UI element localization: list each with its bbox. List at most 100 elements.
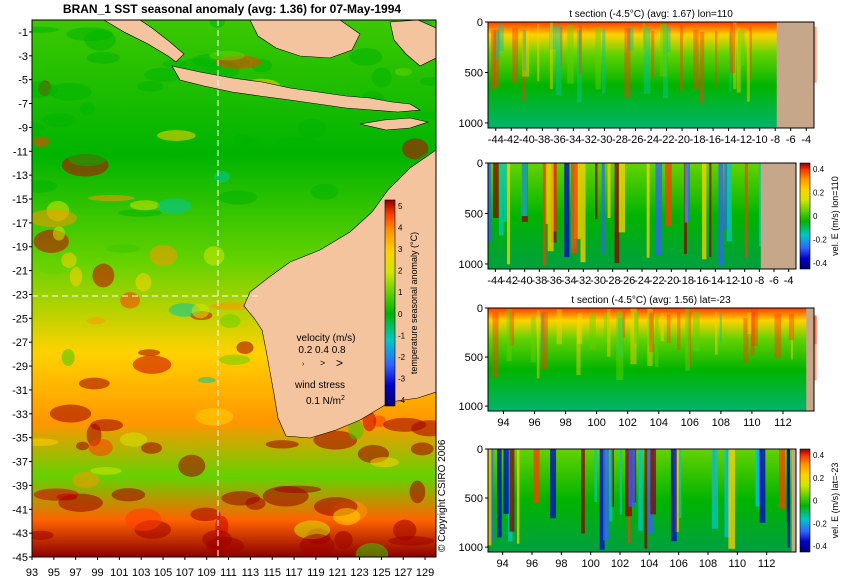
section-x-tick-label: -44 — [488, 134, 504, 146]
section-x-tick-label: -32 — [581, 134, 597, 146]
section-streak — [649, 312, 654, 353]
map-lat-tick-label: -9 — [18, 122, 28, 134]
sst-anomaly-blob — [157, 198, 192, 215]
sst-anomaly-blob — [141, 442, 163, 454]
sulawesi-landmass — [389, 20, 436, 67]
section-streak — [728, 449, 736, 549]
section-streak — [718, 163, 724, 266]
section-streak — [537, 24, 540, 82]
map-lon-tick-label: 107 — [176, 567, 194, 579]
section-colorbar-tick-label: -0.4 — [813, 542, 827, 551]
section-streak — [488, 449, 492, 546]
sst-anomaly-blob — [232, 133, 253, 147]
map-latitude-ticks: -1 -3 -5 -7 -9 -11 -13 -15 -17 -19 -21 -23 -25 -27 -29… — [12, 27, 32, 564]
sst-anomaly-blob — [120, 252, 150, 266]
sst-anomaly-blob — [61, 349, 75, 366]
map-title: BRAN_1 SST seasonal anomaly (avg: 1.36) … — [63, 2, 401, 16]
map-lat-tick-label: -5 — [18, 75, 28, 87]
section-streak — [627, 27, 634, 51]
sst-anomaly-blob — [206, 536, 244, 555]
section-streak — [622, 311, 626, 338]
sst-anomaly-blob — [411, 420, 436, 437]
map-lat-tick-label: -1 — [18, 27, 28, 39]
map-lon-tick-label: 99 — [91, 567, 103, 579]
section-streak — [541, 312, 548, 369]
section-streak — [688, 311, 692, 367]
section-streak — [650, 449, 657, 515]
sst-anomaly-blob — [135, 273, 152, 292]
section-x-tick-label: 112 — [774, 417, 792, 429]
section-colorbar-tick-label: 0.2 — [813, 189, 825, 198]
section-streak — [567, 24, 574, 84]
section-streak — [512, 27, 519, 83]
map-lat-tick-label: -39 — [12, 480, 28, 492]
timor-landmass — [359, 117, 430, 131]
sst-anomaly-blob — [125, 508, 162, 531]
sst-anomaly-blob — [129, 200, 160, 211]
section-x-tick-label: -28 — [605, 275, 621, 287]
section-streak — [660, 312, 664, 342]
section-streak — [774, 313, 782, 358]
sst-anomaly-blob — [79, 101, 95, 116]
section-streak — [711, 449, 719, 529]
section-x-tick-label: 98 — [555, 558, 567, 570]
section-land — [806, 308, 814, 411]
section-streak — [549, 24, 556, 50]
section-streak — [607, 309, 611, 357]
sst-anomaly-blob — [72, 471, 100, 489]
section-x-tick-label: -26 — [628, 134, 644, 146]
sst-anomaly-blob — [33, 488, 79, 501]
section-x-tick-label: -20 — [674, 134, 690, 146]
sst-anomaly-blob — [38, 262, 68, 275]
sst-anomaly-blob — [402, 138, 429, 160]
section-colorbar-label: vel. E (m/s) lon=110 — [830, 176, 840, 256]
sst-anomaly-blob — [209, 50, 245, 61]
section-x-tick-label: -18 — [690, 134, 706, 146]
map-lon-tick-label: 115 — [263, 567, 281, 579]
section-streak — [755, 449, 760, 507]
section-x-tick-label: -22 — [649, 275, 665, 287]
section-streak — [522, 30, 530, 77]
section-x-tick-label: 108 — [699, 558, 717, 570]
section-frame — [487, 307, 815, 412]
section-x-tick-label: 100 — [587, 417, 605, 429]
section-colorbar-tick-label: -0.2 — [813, 519, 827, 528]
map-colorbar: 5 4 3 2 1 0 -1 -2 -3 -4 temperature seasonal anom… — [384, 199, 419, 407]
section-streak — [633, 311, 638, 348]
section-x-tick-label: -6 — [769, 275, 779, 287]
section-x-tick-label: 94 — [497, 417, 509, 429]
section-streak — [660, 24, 667, 77]
section-streak — [607, 163, 611, 218]
section-streak — [679, 449, 682, 519]
sst-anomaly-blob — [410, 442, 434, 456]
map-lat-tick-label: -17 — [12, 218, 28, 230]
section-x-tick-label: -10 — [752, 134, 768, 146]
section-streak — [715, 30, 718, 88]
section-colorbar-tick-label: 0 — [813, 212, 818, 221]
section-streak — [630, 308, 637, 365]
section-streak — [746, 31, 750, 102]
section-x-tick-label: -22 — [659, 134, 675, 146]
section-x-tick-label: -44 — [487, 275, 503, 287]
section-streak — [516, 449, 520, 544]
section-streak — [759, 449, 766, 523]
velocity-arrow-medium: > — [320, 358, 325, 368]
map-lat-tick-label: -37 — [12, 457, 28, 469]
section-streak — [679, 24, 683, 91]
sst-anomaly-blob — [405, 112, 436, 119]
map-lat-tick-label: -25 — [12, 313, 28, 325]
sst-anomaly-blob — [190, 507, 221, 522]
sst-anomaly-blob — [236, 341, 254, 355]
section-streak — [788, 314, 795, 341]
sst-anomaly-blob — [61, 252, 77, 268]
sst-anomaly-blob — [32, 146, 45, 158]
map-lat-tick-label: -33 — [12, 409, 28, 421]
section-streak — [624, 27, 631, 98]
section-streak — [685, 308, 690, 371]
section-streak — [677, 311, 681, 351]
sst-anomaly-blob — [68, 151, 107, 167]
map-lon-tick-label: 93 — [26, 567, 38, 579]
section-depth-tick-label: 500 — [465, 493, 483, 505]
section-panels: t section (-4.5°C) (avg: 1.67) lon=110 0 5… — [459, 9, 840, 570]
